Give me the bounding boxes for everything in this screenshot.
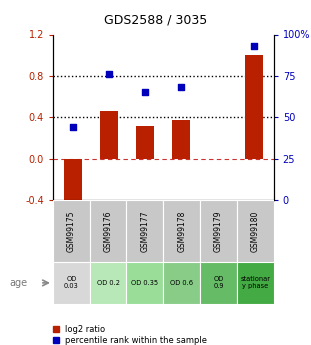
- Bar: [245, 55, 263, 159]
- Bar: [64, 159, 82, 206]
- Text: OD
0.03: OD 0.03: [64, 276, 79, 289]
- Bar: [127, 200, 163, 262]
- Text: GSM99180: GSM99180: [251, 210, 260, 252]
- Text: GSM99175: GSM99175: [67, 210, 76, 252]
- Text: OD 0.6: OD 0.6: [170, 280, 193, 286]
- Bar: [163, 200, 200, 262]
- Text: OD
0.9: OD 0.9: [213, 276, 224, 289]
- Bar: [200, 262, 237, 304]
- Bar: [53, 200, 90, 262]
- Bar: [90, 262, 127, 304]
- Text: stationar
y phase: stationar y phase: [240, 276, 270, 289]
- Text: OD 0.35: OD 0.35: [131, 280, 158, 286]
- Text: GSM99178: GSM99178: [177, 210, 186, 252]
- Text: GDS2588 / 3035: GDS2588 / 3035: [104, 14, 207, 27]
- Point: [106, 71, 111, 77]
- Text: GSM99176: GSM99176: [104, 210, 113, 252]
- Bar: [172, 120, 190, 159]
- Bar: [237, 262, 274, 304]
- Bar: [100, 111, 118, 159]
- Point: [70, 125, 75, 130]
- Point: [179, 85, 184, 90]
- Bar: [127, 262, 163, 304]
- Point: [143, 90, 148, 95]
- Text: GSM99177: GSM99177: [140, 210, 149, 252]
- Text: age: age: [9, 278, 27, 288]
- Legend: log2 ratio, percentile rank within the sample: log2 ratio, percentile rank within the s…: [53, 325, 207, 345]
- Text: GSM99179: GSM99179: [214, 210, 223, 252]
- Bar: [237, 200, 274, 262]
- Point: [251, 43, 256, 49]
- Text: OD 0.2: OD 0.2: [97, 280, 119, 286]
- Bar: [53, 262, 90, 304]
- Bar: [90, 200, 127, 262]
- Bar: [163, 262, 200, 304]
- Bar: [200, 200, 237, 262]
- Bar: [136, 126, 154, 159]
